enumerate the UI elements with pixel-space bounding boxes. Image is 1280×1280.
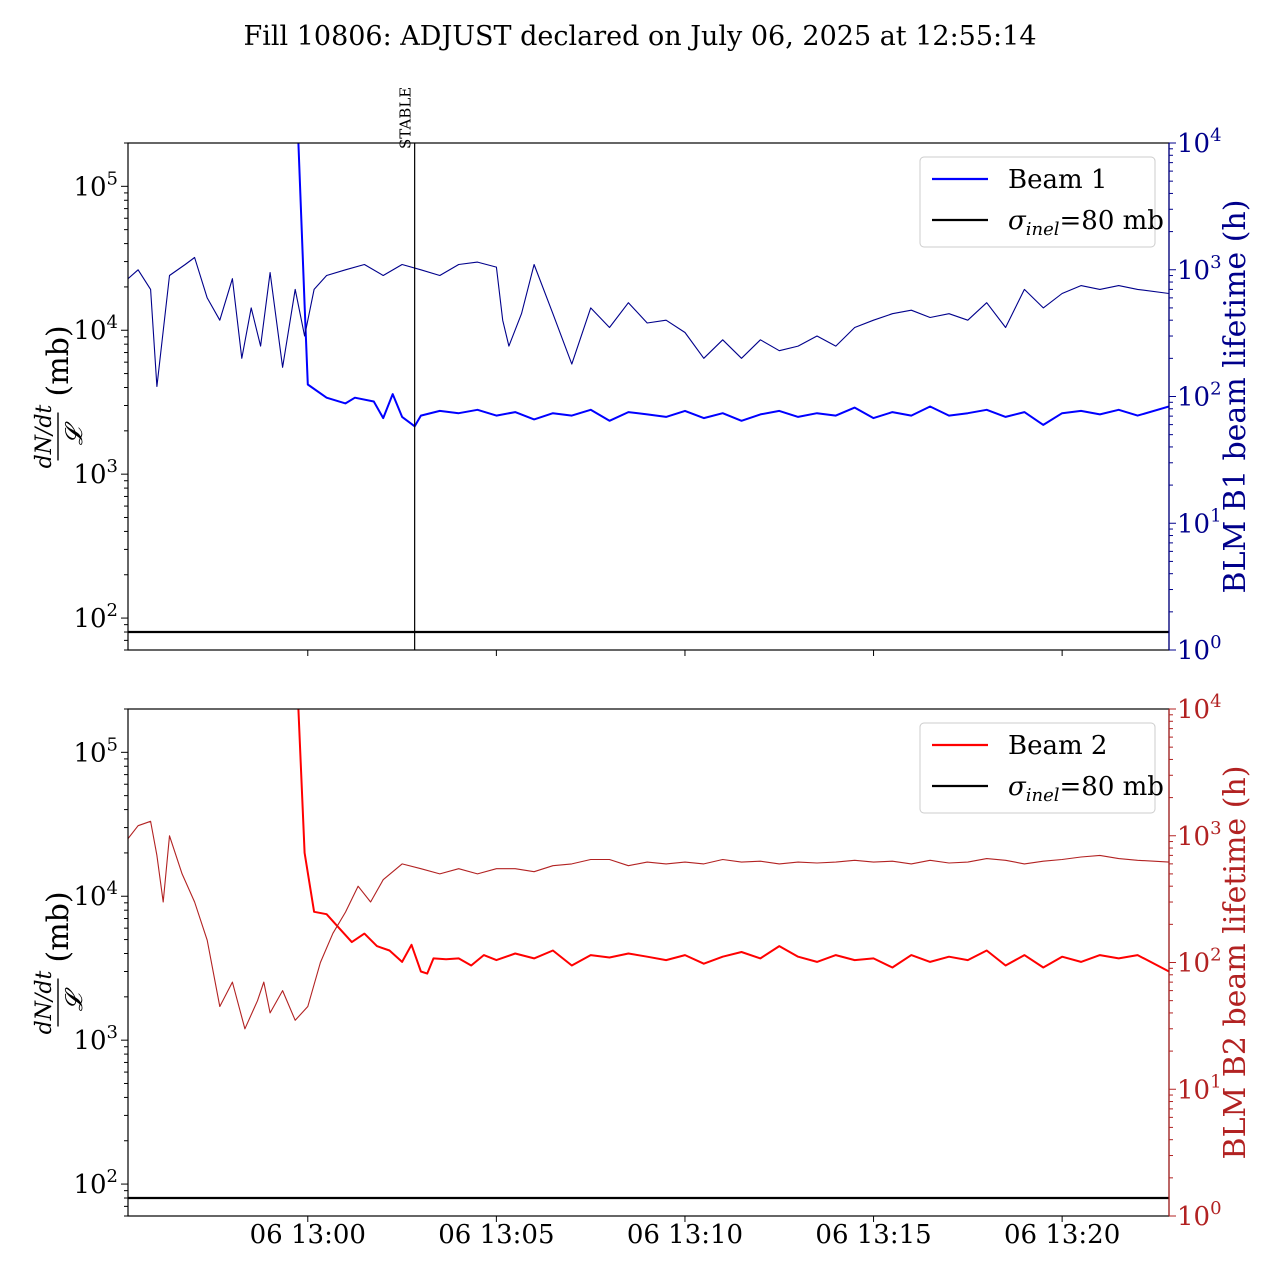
tick-exponent: 5 [107,168,118,189]
beam-1-line [297,143,1169,428]
tick-exponent: 3 [107,1022,118,1043]
x-tick-label: 06 13:15 [815,1220,931,1250]
blm-lifetime-1-line [128,256,1169,388]
plot-area [128,143,1169,634]
legend: Beam 1 σinel=80 mb [919,156,1164,248]
plot-area [128,709,1169,1200]
legend-sigma: σ [1008,206,1027,236]
tick-exponent: 4 [107,878,118,899]
left-tick-label: 105 [73,734,118,768]
right-tick-label: 101 [1177,1071,1222,1105]
right-tick-label: 102 [1177,945,1222,979]
left-tick-label: 104 [73,878,118,912]
right-tick-label: 103 [1177,252,1222,286]
legend-entry-label: Beam 2 [1008,731,1107,761]
tick-base: 10 [1177,1202,1210,1232]
right-tick-label: 103 [1177,818,1222,852]
legend-rest: =80 mb [1060,206,1164,236]
tick-exponent: 4 [1210,125,1221,146]
legend: Beam 2 σinel=80 mb [919,722,1164,814]
right-axis-label: BLM B2 beam lifetime (h) [1218,766,1253,1160]
tick-base: 10 [1177,256,1210,286]
legend-entry-label: Beam 1 [1008,165,1107,195]
tick-exponent: 3 [107,456,118,477]
tick-exponent: 5 [107,734,118,755]
tick-exponent: 2 [1210,945,1221,966]
beam-2-line [297,709,1169,975]
x-tick-label: 06 13:05 [438,1220,554,1250]
right-tick-label: 104 [1177,125,1222,159]
legend-subscript: inel [1026,219,1060,240]
tick-exponent: 0 [1210,1198,1221,1219]
right-tick-label: 102 [1177,379,1222,413]
tick-base: 10 [73,1170,106,1200]
tick-exponent: 0 [1210,632,1221,653]
tick-base: 10 [73,882,106,912]
tick-base: 10 [1177,1075,1210,1105]
left-axis-label-numerator: dN/dt [32,971,57,1035]
tick-exponent: 1 [1210,505,1221,526]
left-axis-label: dN/dt 𝓛 (mb) [32,891,88,1034]
left-axis-label-unit: (mb) [41,891,76,962]
figure-title: Fill 10806: ADJUST declared on July 06, … [244,21,1037,52]
tick-exponent: 3 [1210,252,1221,273]
tick-base: 10 [1177,822,1210,852]
legend-rest: =80 mb [1060,772,1164,802]
tick-base: 10 [73,172,106,202]
legend-subscript: inel [1026,785,1060,806]
tick-exponent: 2 [107,1166,118,1187]
left-tick-label: 105 [73,168,118,202]
legend-sigma: σ [1008,772,1027,802]
left-axis-label-unit: (mb) [41,325,76,396]
tick-base: 10 [73,460,106,490]
x-tick-label: 06 13:00 [250,1220,366,1250]
right-tick-label: 101 [1177,505,1222,539]
blm-lifetime-2-line [128,820,1169,1030]
tick-exponent: 4 [107,312,118,333]
tick-base: 10 [73,738,106,768]
tick-exponent: 2 [1210,379,1221,400]
tick-exponent: 3 [1210,818,1221,839]
stable-marker-label: STABLE [397,87,415,149]
right-tick-label: 100 [1177,632,1222,666]
legend-entry-label: σinel=80 mb [1008,772,1164,806]
tick-base: 10 [1177,129,1210,159]
right-tick-label: 104 [1177,691,1222,725]
x-tick-label: 06 13:10 [627,1220,743,1250]
left-axis-label-denominator: 𝓛 [60,421,88,445]
left-tick-label: 104 [73,312,118,346]
tick-base: 10 [1177,509,1210,539]
x-tick-label: 06 13:20 [1004,1220,1120,1250]
left-tick-label: 102 [73,1166,118,1200]
tick-base: 10 [73,604,106,634]
tick-base: 10 [1177,949,1210,979]
tick-base: 10 [1177,636,1210,666]
tick-base: 10 [1177,695,1210,725]
tick-exponent: 1 [1210,1071,1221,1092]
tick-exponent: 2 [107,600,118,621]
tick-exponent: 4 [1210,691,1221,712]
tick-base: 10 [73,1026,106,1056]
left-tick-label: 103 [73,456,118,490]
tick-base: 10 [73,316,106,346]
left-axis-label-denominator: 𝓛 [60,987,88,1011]
left-axis-label-numerator: dN/dt [32,405,57,469]
left-tick-label: 103 [73,1022,118,1056]
right-axis-label: BLM B1 beam lifetime (h) [1218,200,1253,594]
left-axis-label: dN/dt 𝓛 (mb) [32,325,88,468]
legend-entry-label: σinel=80 mb [1008,206,1164,240]
left-tick-label: 102 [73,600,118,634]
tick-base: 10 [1177,383,1210,413]
right-tick-label: 100 [1177,1198,1222,1232]
